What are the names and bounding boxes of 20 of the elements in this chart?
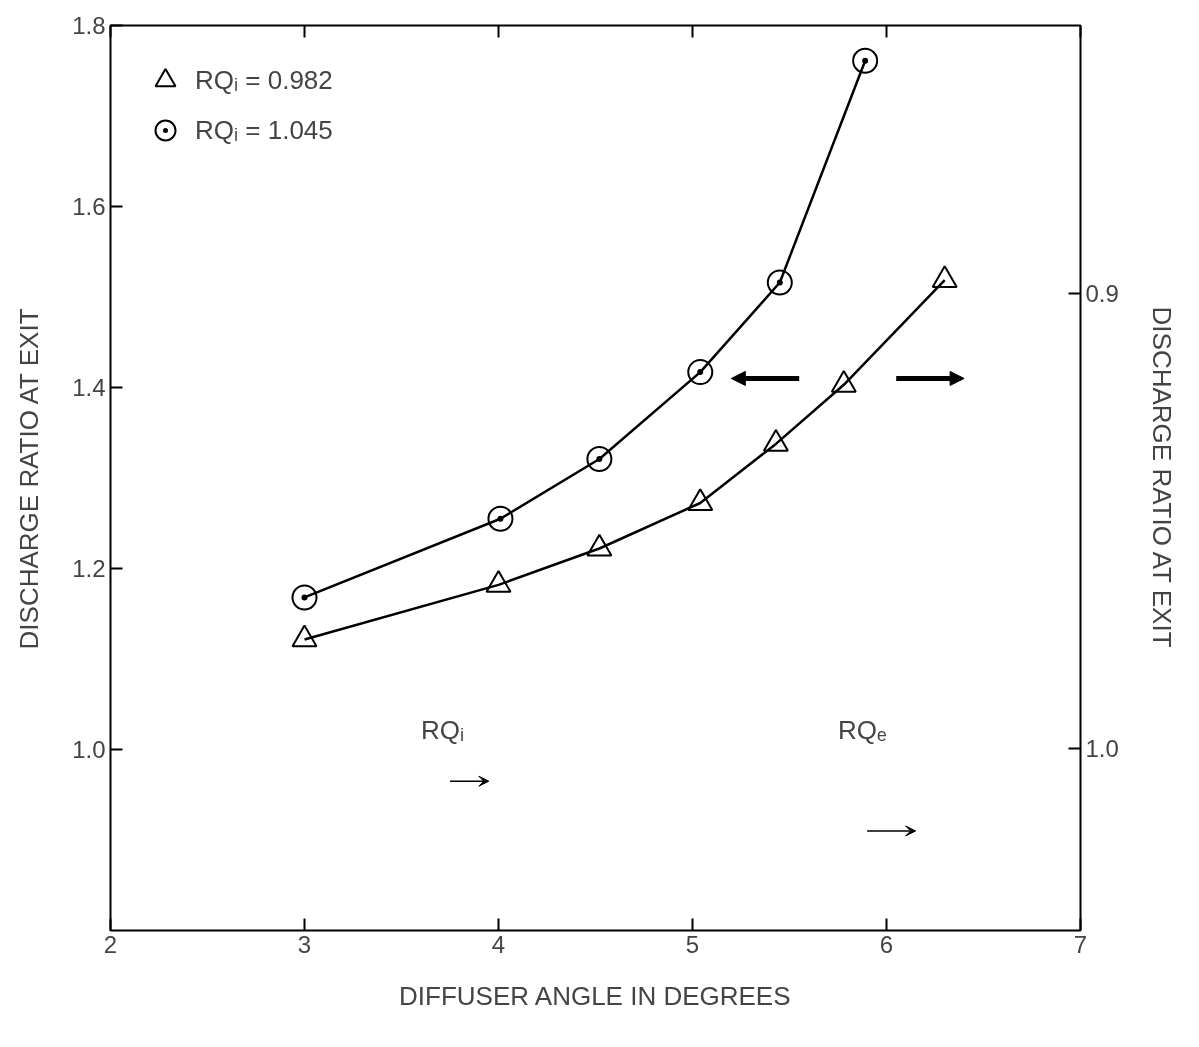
y2-tick-label: 0.9 (1085, 280, 1119, 308)
x-tick-label: 6 (879, 930, 894, 958)
y-tick-label: 1.2 (72, 555, 106, 582)
y-tick-label: 1.6 (72, 193, 106, 220)
y-axis-title: DISCHARGE RATIO AT EXIT (14, 308, 45, 650)
legend-label: RQᵢ = 0.982 (195, 64, 333, 96)
y2-tick-label: 1.0 (1085, 735, 1119, 763)
x-tick-label: 7 (1073, 930, 1088, 958)
x-tick-label: 2 (103, 930, 118, 958)
annotation: RQₑ (838, 714, 887, 745)
y-tick-label: 1.8 (72, 12, 106, 39)
y-tick-label: 1.4 (72, 374, 106, 401)
x-tick-label: 4 (491, 930, 506, 958)
legend-label: RQᵢ = 1.045 (195, 114, 333, 146)
y2-axis-title: DISCHARGE RATIO AT EXIT (1146, 306, 1177, 648)
annotation: RQᵢ (420, 714, 464, 745)
x-tick-label: 5 (685, 930, 700, 958)
y-tick-label: 1.0 (72, 736, 106, 763)
x-tick-label: 3 (297, 930, 312, 958)
x-axis-title: DIFFUSER ANGLE IN DEGREES (399, 980, 791, 1011)
